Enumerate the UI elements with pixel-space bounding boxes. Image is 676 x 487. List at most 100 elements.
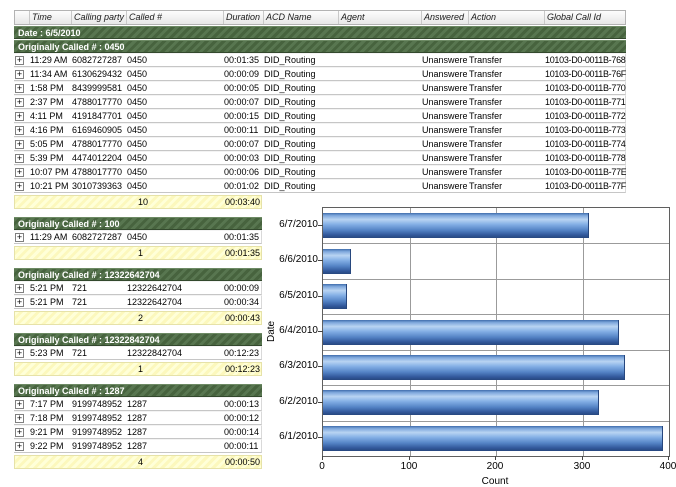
y-tick-label: 6/4/2010 [279, 325, 318, 336]
expand-cell: + [14, 398, 28, 410]
expand-row-button[interactable]: + [15, 139, 24, 149]
acd-cell: DID_Routing [264, 83, 316, 93]
expand-row-button[interactable]: + [15, 413, 24, 423]
expand-row-button[interactable]: + [15, 167, 24, 177]
time-cell: 10:07 PM [30, 167, 69, 177]
duration-cell: 00:00:11 [224, 125, 259, 135]
action-cell: Transfer [469, 181, 503, 191]
expand-row-button[interactable]: + [15, 232, 24, 242]
called-cell: 1287 [127, 441, 148, 451]
column-header-calling: Calling party # [71, 11, 126, 24]
call-group-0: Originally Called # : 0450 +11:29 AM 60827… [14, 40, 626, 209]
time-cell: 1:58 PM [30, 83, 64, 93]
global_id-cell: 10103-D0-0011B-778 [545, 153, 626, 163]
time-cell: 9:21 PM [30, 427, 64, 437]
action-cell: Transfer [469, 167, 503, 177]
calling-cell: 8439999581 [72, 83, 123, 93]
summary-spacer [71, 247, 126, 259]
chart-horizontal-gridline [323, 279, 669, 280]
called-cell: 1287 [127, 399, 148, 409]
group-summary-row: 1 00:12:23 [14, 362, 262, 376]
expand-row-button[interactable]: + [15, 125, 24, 135]
agent-cell [337, 152, 420, 164]
time-cell: 11:29 AM [30, 55, 68, 65]
chart-x-axis-title: Count [481, 476, 509, 487]
call-group-4: Originally Called # : 1287 +7:17 PM 919974… [14, 384, 626, 469]
table-row: +7:18 PM 9199748952 1287 00:00:12 [14, 411, 262, 425]
time-cell: 7:18 PM [30, 413, 64, 423]
called-cell: 0450 [127, 153, 148, 163]
expand-row-button[interactable]: + [15, 441, 24, 451]
table-row: +5:21 PM 721 12322642704 00:00:09 [14, 281, 262, 295]
x-tick-mark [322, 456, 323, 460]
acd-cell: DID_Routing [264, 55, 316, 65]
agent-cell [337, 166, 420, 178]
expand-cell: + [14, 347, 28, 359]
chart-horizontal-gridline [323, 314, 669, 315]
y-tick-label: 6/5/2010 [279, 290, 318, 301]
action-cell: Transfer [469, 139, 503, 149]
table-row: +7:17 PM 9199748952 1287 00:00:13 [14, 397, 262, 411]
summary-duration: 00:00:43 [225, 313, 261, 323]
chart-horizontal-gridline [323, 350, 669, 351]
expand-row-button[interactable]: + [15, 348, 24, 358]
expand-row-button[interactable]: + [15, 427, 24, 437]
answered-cell: Unanswered [422, 97, 467, 107]
group-header-band: Originally Called # : 12322642704 [14, 268, 262, 281]
summary-spacer [71, 312, 126, 324]
agent-cell [337, 68, 420, 80]
global_id-cell: 10103-D0-0011B-771 [545, 97, 626, 107]
global_id-cell: 10103-D0-0011B-774 [545, 139, 626, 149]
expand-row-button[interactable]: + [15, 153, 24, 163]
summary-count: 10 [138, 197, 149, 207]
calling-cell: 721 [72, 348, 88, 358]
called-cell: 0450 [127, 83, 148, 93]
group-header-band: Originally Called # : 0450 [14, 40, 626, 53]
x-tick-mark [495, 456, 496, 460]
summary-spacer [15, 196, 29, 208]
column-header-action: Action [468, 11, 544, 24]
duration-cell: 00:01:35 [224, 232, 260, 242]
x-tick-mark [668, 456, 669, 460]
duration-cell: 00:00:13 [224, 399, 260, 409]
summary-count: 4 [138, 457, 144, 467]
expand-row-button[interactable]: + [15, 297, 24, 307]
calling-cell: 4788017770 [72, 97, 123, 107]
group-summary-row: 1 00:01:35 [14, 246, 262, 260]
global_id-cell: 10103-D0-0011B-772 [545, 111, 626, 121]
acd-cell: DID_Routing [264, 153, 316, 163]
called-cell: 0450 [127, 139, 148, 149]
time-cell: 4:16 PM [30, 125, 64, 135]
called-cell: 12322642704 [127, 297, 183, 307]
chart-horizontal-gridline [323, 243, 669, 244]
bar-6/1/2010 [323, 426, 663, 451]
expand-row-button[interactable]: + [15, 399, 24, 409]
answered-cell: Unanswered [422, 167, 467, 177]
y-tick-mark [318, 260, 323, 261]
column-header-answered: Answered [421, 11, 468, 24]
group-summary-row: 4 00:00:50 [14, 455, 262, 469]
calling-cell: 4191847701 [72, 111, 123, 121]
expand-row-button[interactable]: + [15, 83, 24, 93]
calling-cell: 4474012204 [72, 153, 123, 163]
y-tick-label: 6/1/2010 [279, 431, 318, 442]
expand-row-button[interactable]: + [15, 181, 24, 191]
expand-row-button[interactable]: + [15, 97, 24, 107]
expand-row-button[interactable]: + [15, 283, 24, 293]
column-header-called: Called # [126, 11, 223, 24]
action-cell: Transfer [469, 55, 503, 65]
called-cell: 0450 [127, 181, 148, 191]
expand-row-button[interactable]: + [15, 111, 24, 121]
table-row: +11:29 AM 6082727287 0450 00:01:35 [14, 230, 262, 244]
duration-cell: 00:00:03 [224, 153, 260, 163]
expand-row-button[interactable]: + [15, 55, 24, 65]
table-row: +9:22 PM 9199748952 1287 00:00:11 [14, 439, 262, 453]
date-band: Date : 6/5/2010 [14, 26, 626, 39]
expand-row-button[interactable]: + [15, 69, 24, 79]
expand-cell: + [14, 152, 28, 164]
call-group-1: Originally Called # : 100 +11:29 AM 608272… [14, 217, 626, 260]
answered-cell: Unanswered [422, 153, 467, 163]
calls-per-date-chart: Date Count 6/7/2010 6/6/2010 6/5/2010 6/4/2… [252, 198, 676, 487]
table-header-row: Time Calling party # Called # Duration ACD N… [14, 10, 626, 25]
